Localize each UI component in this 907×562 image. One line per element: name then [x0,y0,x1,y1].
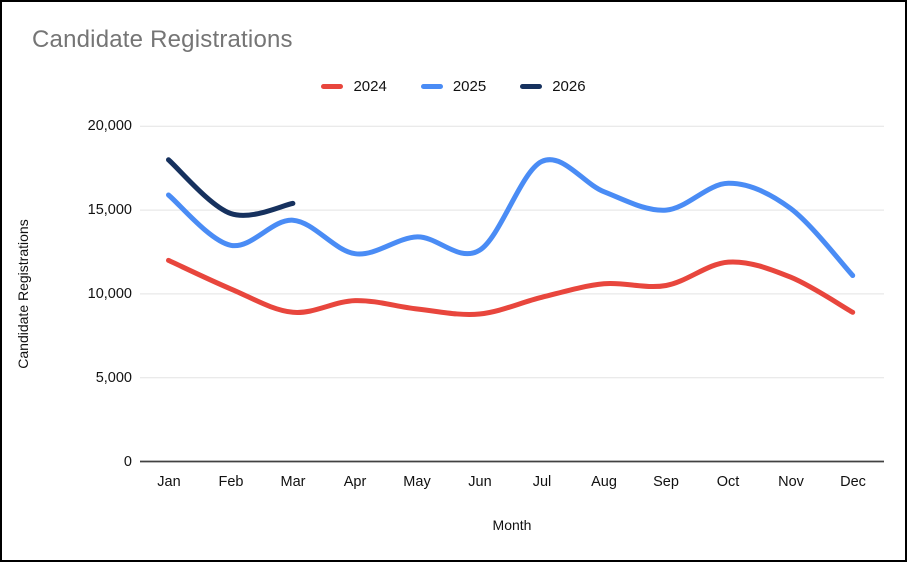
x-tick-label: May [403,474,431,490]
legend-item-2025[interactable]: 2025 [420,78,487,95]
legend-label: 2024 [353,78,387,95]
series-line-2024 [166,257,856,317]
x-tick-label: Mar [280,474,306,490]
x-axis-title: Month [492,517,532,533]
legend-item-2024[interactable]: 2024 [321,78,387,95]
y-tick-label: 10,000 [87,286,132,302]
x-tick-label: Dec [840,474,866,490]
series-line-2026 [166,157,296,218]
legend-item-2026[interactable]: 2026 [520,78,586,95]
x-tick-label: Aug [591,474,617,490]
x-tick-label: Jan [157,474,181,490]
legend-swatch-icon [520,84,543,89]
x-tick-label: Oct [716,474,740,490]
x-tick-label: Jun [468,474,492,490]
series-line-2025 [166,157,856,278]
x-tick-label: Apr [343,474,367,490]
legend-swatch-icon [321,84,344,89]
y-tick-label: 15,000 [87,202,132,218]
chart-title: Candidate Registrations [32,26,293,53]
legend-label: 2025 [452,78,487,95]
chart-legend: 2024 2025 2026 [2,78,905,95]
x-tick-label: Feb [218,474,244,490]
y-tick-label: 0 [123,454,132,470]
x-tick-label: Nov [778,474,804,490]
y-tick-label: 20,000 [87,118,132,134]
y-tick-label: 5,000 [95,370,132,386]
legend-label: 2026 [552,78,586,95]
x-tick-label: Jul [532,474,552,490]
x-tick-label: Sep [653,474,679,490]
legend-swatch-icon [420,84,443,89]
